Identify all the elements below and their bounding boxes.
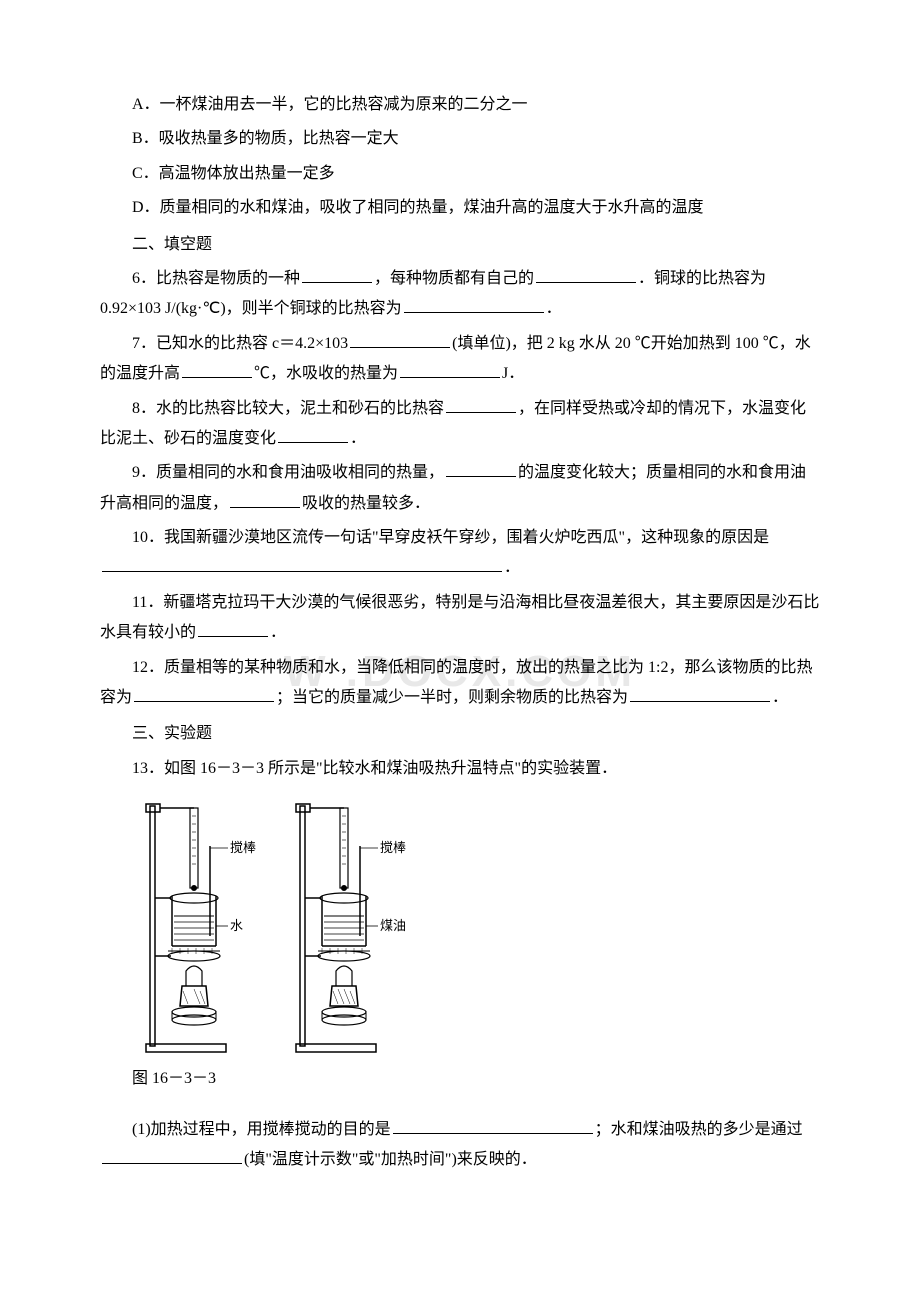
blank (350, 347, 450, 348)
q9-text-a: 9．质量相同的水和食用油吸收相同的热量， (132, 464, 444, 481)
question-7: 7．已知水的比热容 c＝4.2×103(填单位)，把 2 kg 水从 20 ℃开… (100, 329, 820, 390)
q13-1-text-c: (填"温度计示数"或"加热时间")来反映的． (244, 1151, 537, 1168)
label-water: 水 (230, 918, 243, 933)
blank (536, 282, 636, 283)
blank (198, 636, 268, 637)
q8-text-a: 8．水的比热容比较大，泥土和砂石的比热容 (132, 400, 444, 417)
blank (404, 312, 544, 313)
q7-text-c: ℃，水吸收的热量为 (254, 365, 398, 382)
blank (102, 571, 502, 572)
question-10: 10．我国新疆沙漠地区流传一句话"早穿皮袄午穿纱，围着火炉吃西瓜"，这种现象的原… (100, 523, 820, 584)
option-b: B．吸收热量多的物质，比热容一定大 (100, 124, 820, 154)
blank (182, 377, 252, 378)
q7-text-a: 7．已知水的比热容 c＝4.2×103 (132, 335, 348, 352)
q10-text-a: 10．我国新疆沙漠地区流传一句话"早穿皮袄午穿纱，围着火炉吃西瓜"，这种现象的原… (132, 529, 769, 546)
q7-text-d: J． (502, 365, 524, 382)
question-13: 13．如图 16－3－3 所示是"比较水和煤油吸热升温特点"的实验装置． (100, 754, 820, 784)
blank (630, 701, 770, 702)
blank (446, 412, 516, 413)
blank (102, 1163, 242, 1164)
blank (230, 507, 300, 508)
question-9: 9．质量相同的水和食用油吸收相同的热量，的温度变化较大；质量相同的水和食用油升高… (100, 458, 820, 519)
question-6: 6．比热容是物质的一种，每种物质都有自己的．铜球的比热容为 0.92×103 J… (100, 264, 820, 325)
q11-text-b: ． (270, 624, 286, 641)
q13-1-text-a: (1)加热过程中，用搅棒搅动的目的是 (132, 1121, 391, 1138)
question-8: 8．水的比热容比较大，泥土和砂石的比热容，在同样受热或冷却的情况下，水温变化比泥… (100, 394, 820, 455)
q11-text-a: 11．新疆塔克拉玛干大沙漠的气候很恶劣，特别是与沿海相比昼夜温差很大，其主要原因… (100, 594, 819, 641)
figure-caption: 图 16－3－3 (100, 1064, 820, 1094)
q12-text-b: ；当它的质量减少一半时，则剩余物质的比热容为 (276, 689, 628, 706)
q13-1-text-b: ；水和煤油吸热的多少是通过 (595, 1121, 803, 1138)
apparatus-water: 搅棒 水 (136, 796, 266, 1056)
apparatus-svg-oil: 搅棒 煤油 (286, 796, 416, 1056)
label-oil: 煤油 (380, 918, 406, 933)
question-12: 12．质量相等的某种物质和水，当降低相同的温度时，放出的热量之比为 1:2，那么… (100, 653, 820, 714)
q8-text-c: ． (350, 430, 366, 447)
label-stir: 搅棒 (380, 840, 406, 855)
blank (278, 442, 348, 443)
apparatus-svg-water: 搅棒 水 (136, 796, 266, 1056)
option-d: D．质量相同的水和煤油，吸收了相同的热量，煤油升高的温度大于水升高的温度 (100, 193, 820, 223)
q6-text-d: ． (546, 300, 562, 317)
blank (446, 476, 516, 477)
q6-text-a: 6．比热容是物质的一种 (132, 270, 300, 287)
q12-text-c: ． (772, 689, 788, 706)
option-a: A．一杯煤油用去一半，它的比热容减为原来的二分之一 (100, 90, 820, 120)
question-11: 11．新疆塔克拉玛干大沙漠的气候很恶劣，特别是与沿海相比昼夜温差很大，其主要原因… (100, 588, 820, 649)
apparatus-oil: 搅棒 煤油 (286, 796, 416, 1056)
section-3-heading: 三、实验题 (100, 719, 820, 749)
q9-text-c: 吸收的热量较多． (302, 495, 430, 512)
question-13-1: (1)加热过程中，用搅棒搅动的目的是 ；水和煤油吸热的多少是通过 (填"温度计示数"… (100, 1115, 820, 1176)
blank (400, 377, 500, 378)
blank (302, 282, 372, 283)
blank (393, 1133, 593, 1134)
blank (134, 701, 274, 702)
label-stir: 搅棒 (230, 840, 256, 855)
q10-text-b: ． (504, 559, 520, 576)
section-2-heading: 二、填空题 (100, 230, 820, 260)
option-c: C．高温物体放出热量一定多 (100, 159, 820, 189)
figure-16-3-3: 搅棒 水 (136, 796, 820, 1056)
q6-text-b: ，每种物质都有自己的 (374, 270, 534, 287)
